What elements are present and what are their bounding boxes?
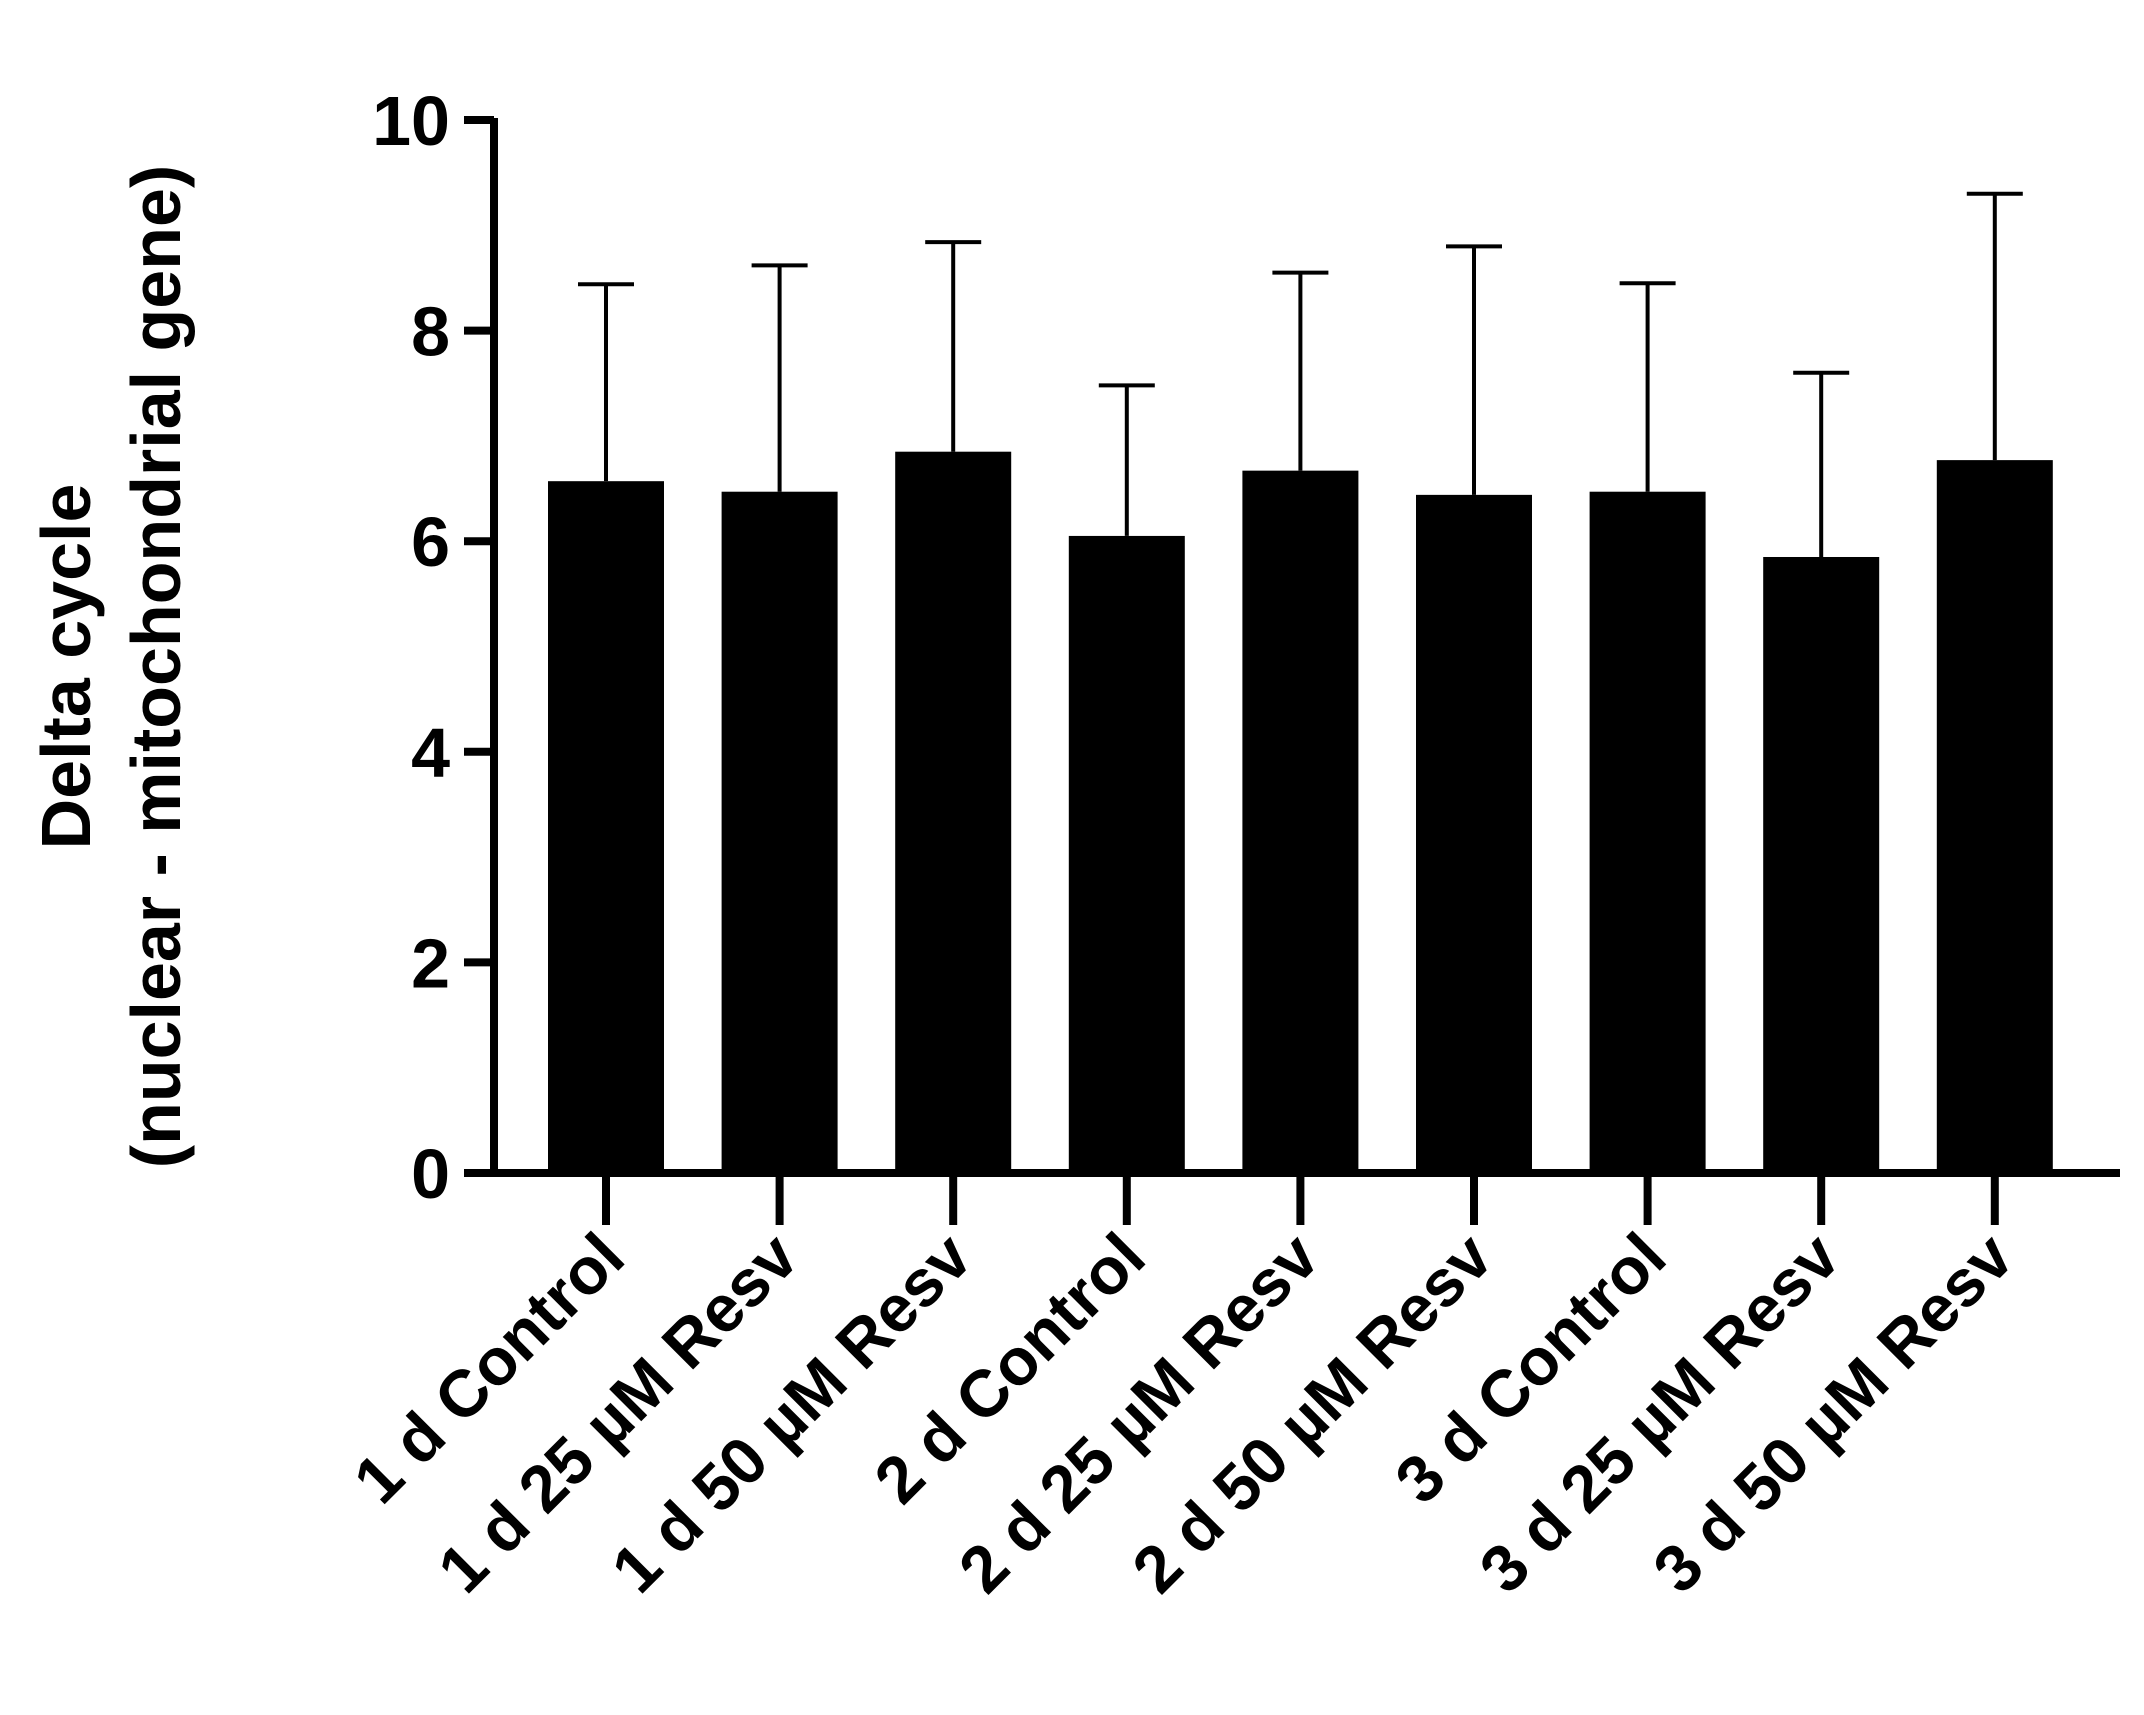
bar (895, 451, 1012, 1173)
bar (1242, 470, 1359, 1173)
axes-layer (490, 118, 2120, 1177)
y-tick-label: 2 (411, 924, 450, 1002)
y-tick-label: 4 (411, 714, 450, 792)
y-tick-label: 10 (372, 82, 450, 160)
y-tick-label: 0 (411, 1135, 450, 1213)
bar (1763, 556, 1880, 1173)
error-bars-layer (578, 191, 2023, 557)
bar (548, 481, 664, 1174)
y-tick-label: 8 (411, 293, 450, 371)
y-tick-label: 6 (411, 503, 450, 581)
y-axis-label-line-1: Delta cycle (27, 484, 105, 850)
bar (721, 491, 838, 1174)
bar (1589, 491, 1706, 1174)
bar (1068, 535, 1185, 1173)
bars-layer (548, 451, 2053, 1174)
bar (1416, 494, 1532, 1173)
y-ticks-layer: 0 2 4 6 8 10 (372, 82, 494, 1213)
y-axis-label-group: Delta cycle (nuclear - mitochondrial gen… (27, 165, 195, 1168)
bar (1936, 460, 2053, 1173)
y-axis-label-line-2: (nuclear - mitochondrial gene) (117, 165, 195, 1168)
